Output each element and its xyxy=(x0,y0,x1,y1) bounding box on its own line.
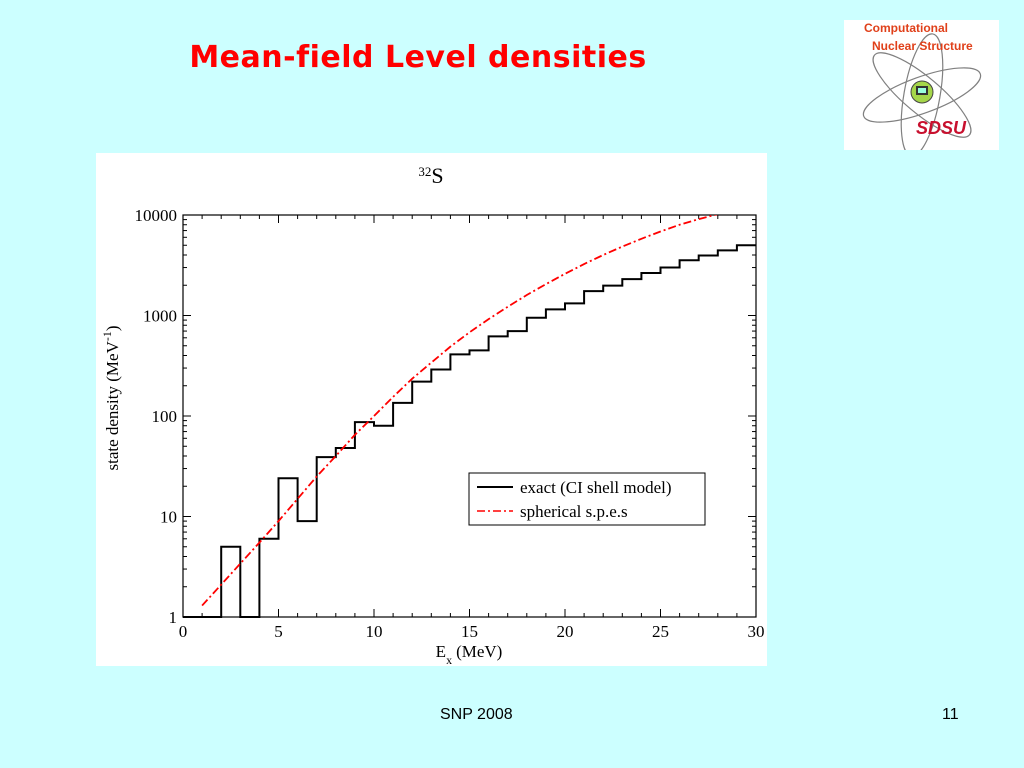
x-axis-label: Ex (MeV) xyxy=(436,642,503,666)
y-axis-label-end: ) xyxy=(103,325,122,331)
footer-conference: SNP 2008 xyxy=(440,706,513,723)
x-tick-label: 10 xyxy=(366,622,383,641)
chart-title: 32S xyxy=(418,163,443,188)
series-exact-line xyxy=(183,244,756,618)
legend-box xyxy=(468,472,706,526)
slide-title: Mean-field Level densities xyxy=(189,40,647,75)
logo-line1: Computational xyxy=(864,21,948,35)
y-tick-label: 1 xyxy=(169,608,178,627)
y-axis-label-sup: -1 xyxy=(100,331,114,341)
y-tick-label: 10000 xyxy=(135,206,178,225)
y-tick-label: 10 xyxy=(160,508,177,527)
series-layer xyxy=(183,215,756,618)
y-axis-label: state density (MeV-1) xyxy=(100,325,122,470)
chart-title-superscript: 32 xyxy=(418,164,431,179)
chart-panel: 0 5 10 15 20 25 30 1 10 100 1000 10000 32S Ex (MeV) … xyxy=(96,153,767,666)
tick-labels: 0 5 10 15 20 25 30 1 10 100 1000 10000 xyxy=(135,206,765,641)
y-tick-label: 100 xyxy=(152,407,178,426)
chart-title-main: S xyxy=(431,163,443,188)
atom-logo-graphic: SDSU xyxy=(862,33,982,150)
x-tick-label: 0 xyxy=(179,622,188,641)
plot-frame xyxy=(182,214,757,618)
chart-legend: exact (CI shell model) spherical s.p.e.s xyxy=(468,472,706,526)
y-axis-label-main: state density (MeV xyxy=(103,340,122,470)
logo-line2: Nuclear Structure xyxy=(872,39,973,53)
series-spherical-line xyxy=(201,215,719,607)
y-tick-label: 1000 xyxy=(143,307,177,326)
x-tick-label: 5 xyxy=(274,622,283,641)
legend-label-exact: exact (CI shell model) xyxy=(520,478,672,497)
sdsu-logo: SDSU Computational Nuclear Structure xyxy=(844,20,999,150)
x-axis-label-main: E xyxy=(436,642,446,661)
x-tick-label: 20 xyxy=(557,622,574,641)
footer-page-number: 11 xyxy=(942,706,959,723)
legend-label-spherical: spherical s.p.e.s xyxy=(520,502,628,521)
x-tick-label: 15 xyxy=(461,622,478,641)
x-tick-label: 25 xyxy=(652,622,669,641)
x-axis-label-unit: (MeV) xyxy=(456,642,502,661)
axis-ticks xyxy=(182,214,757,618)
x-axis-label-sub: x xyxy=(446,653,452,666)
logo-badge: SDSU xyxy=(916,118,967,138)
x-tick-label: 30 xyxy=(748,622,765,641)
